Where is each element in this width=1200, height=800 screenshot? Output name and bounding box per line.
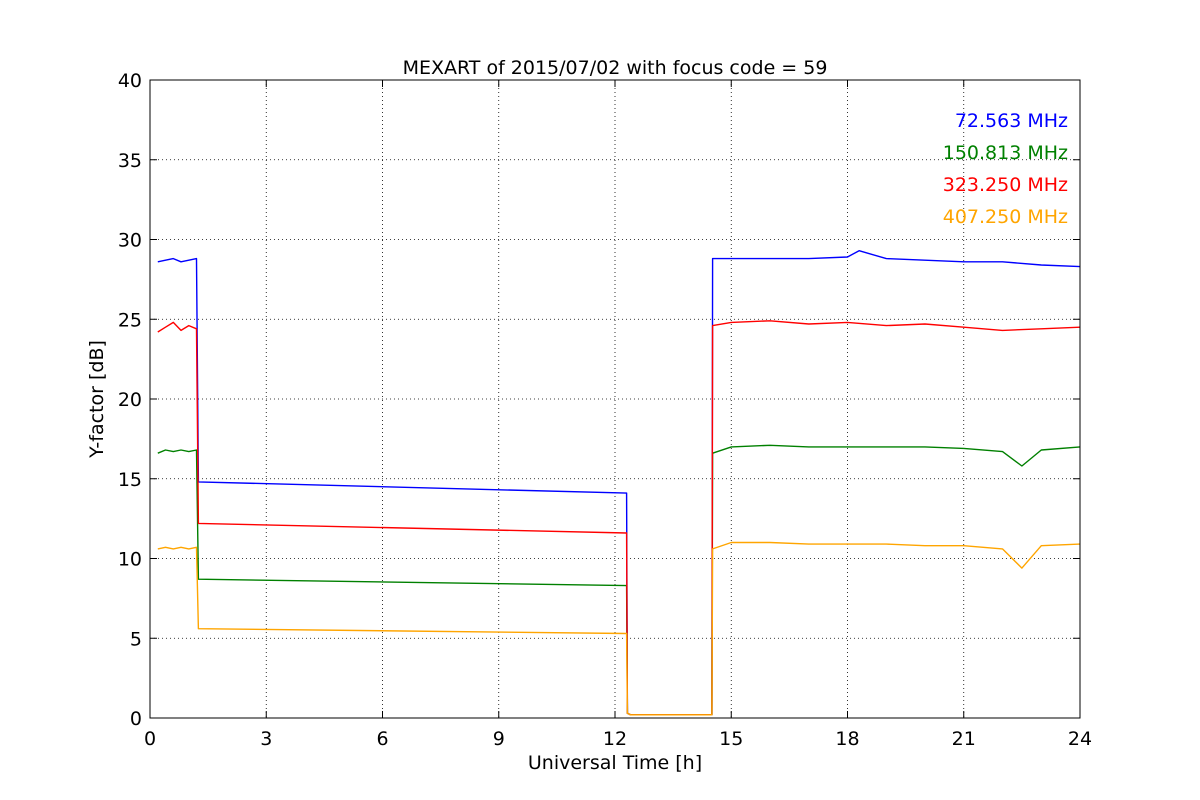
- legend-entry: 72.563 MHz: [955, 110, 1068, 132]
- y-tick-label: 35: [118, 150, 142, 172]
- x-axis-label: Universal Time [h]: [528, 752, 702, 774]
- y-axis-label: Y-factor [dB]: [86, 340, 108, 459]
- y-tick-label: 0: [130, 708, 142, 730]
- y-tick-label: 20: [118, 389, 142, 411]
- y-tick-label: 15: [118, 469, 142, 491]
- legend-entry: 407.250 MHz: [943, 206, 1068, 228]
- series-line: [157, 320, 1081, 716]
- ticks: 0 3 6 9 12 15 18 21 24 0 5 10 15 20 25 30 35 40: [118, 70, 1092, 750]
- x-tick-label: 9: [493, 728, 505, 750]
- x-tick-label: 3: [260, 728, 272, 750]
- x-tick-label: 24: [1068, 728, 1092, 750]
- y-tick-label: 30: [118, 230, 142, 252]
- y-tick-label: 40: [118, 70, 142, 92]
- legend-entry: 323.250 MHz: [943, 174, 1068, 196]
- x-tick-label: 0: [144, 728, 156, 750]
- series-line: [157, 541, 1081, 716]
- series-line: [157, 249, 1081, 716]
- chart-title: MEXART of 2015/07/02 with focus code = 5…: [403, 57, 828, 79]
- y-tick-label: 25: [118, 309, 142, 331]
- x-tick-label: 6: [376, 728, 388, 750]
- x-tick-label: 18: [835, 728, 859, 750]
- grid: [150, 80, 1080, 718]
- y-tick-label: 10: [118, 549, 142, 571]
- y-tick-label: 5: [130, 628, 142, 650]
- legend-entry: 150.813 MHz: [943, 142, 1068, 164]
- x-tick-label: 21: [952, 728, 976, 750]
- series-group: [157, 249, 1081, 716]
- legend: 72.563 MHz 150.813 MHz 323.250 MHz 407.250 …: [943, 110, 1068, 228]
- x-tick-label: 15: [719, 728, 743, 750]
- x-tick-label: 12: [603, 728, 627, 750]
